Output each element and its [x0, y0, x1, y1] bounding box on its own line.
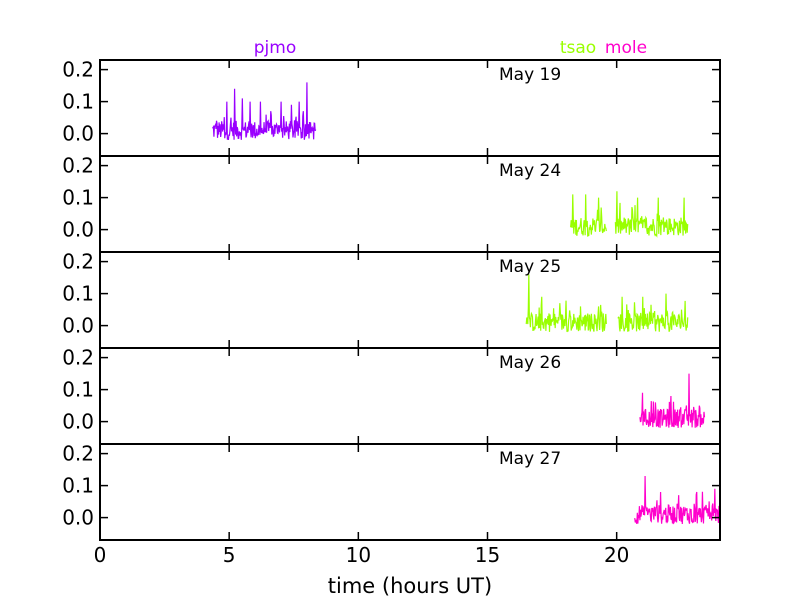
- x-axis-title: time (hours UT): [328, 574, 492, 598]
- y-tick-label: 0.1: [62, 378, 94, 402]
- panel-date-label: May 26: [499, 353, 561, 373]
- x-tick-label: 0: [94, 543, 107, 567]
- y-tick-label: 0.2: [62, 154, 94, 178]
- panel-1: 0.0 0.1 0.2 May 19: [62, 58, 721, 157]
- panel-frame: [99, 155, 721, 253]
- series-line-tsao-2-1: [569, 194, 607, 237]
- panel-4: 0.0 0.1 0.2 May 26: [62, 346, 721, 445]
- panel-frame: [99, 251, 721, 349]
- series-line-mole-4-1: [639, 373, 706, 428]
- y-tick-label: 0.0: [62, 506, 94, 530]
- observer-label-pjmo: pjmo: [254, 38, 296, 58]
- series-line-tsao-2-2: [614, 191, 689, 238]
- series-line-pjmo-1-1: [211, 82, 317, 141]
- y-tick-label: 0.1: [62, 186, 94, 210]
- y-tick-label: 0.1: [62, 474, 94, 498]
- x-tick-label: 10: [346, 543, 371, 567]
- panel-3: 0.0 0.1 0.2 May 25: [62, 250, 721, 349]
- y-tick-label: 0.2: [62, 58, 94, 82]
- panel-5: 0.0 0.1 0.2 May 27: [62, 442, 721, 541]
- panel-frame: [99, 59, 721, 157]
- panel-frame: [99, 443, 721, 541]
- y-tick-label: 0.0: [62, 314, 94, 338]
- panel-date-label: May 24: [499, 161, 561, 181]
- panels: 0.0 0.1 0.2 May 19 0.0 0.1 0.2 May 24 0.0 0.1 0.2 M…: [62, 58, 721, 541]
- panel-date-label: May 27: [499, 449, 561, 469]
- y-tick-label: 0.0: [62, 122, 94, 146]
- x-tick-label: 20: [604, 543, 629, 567]
- panel-date-label: May 19: [499, 65, 561, 85]
- observer-label-tsao: tsao: [560, 38, 596, 58]
- y-tick-label: 0.1: [62, 282, 94, 306]
- series-line-mole-5-1: [634, 475, 721, 525]
- y-tick-label: 0.0: [62, 218, 94, 242]
- x-axis: 0 5 10 15 20: [94, 543, 630, 567]
- series-line-tsao-3-2: [617, 293, 689, 332]
- y-tick-label: 0.2: [62, 250, 94, 274]
- observer-label-mole: mole: [605, 38, 647, 58]
- panel-frame: [99, 347, 721, 445]
- x-tick-label: 5: [223, 543, 236, 567]
- y-tick-label: 0.2: [62, 346, 94, 370]
- y-tick-label: 0.1: [62, 90, 94, 114]
- panel-2: 0.0 0.1 0.2 May 24: [62, 154, 721, 253]
- series-line-tsao-3-1: [525, 274, 607, 333]
- y-tick-label: 0.2: [62, 442, 94, 466]
- y-tick-label: 0.0: [62, 410, 94, 434]
- x-tick-label: 15: [475, 543, 500, 567]
- observer-labels: pjmo tsao mole: [254, 38, 647, 58]
- panel-date-label: May 25: [499, 257, 561, 277]
